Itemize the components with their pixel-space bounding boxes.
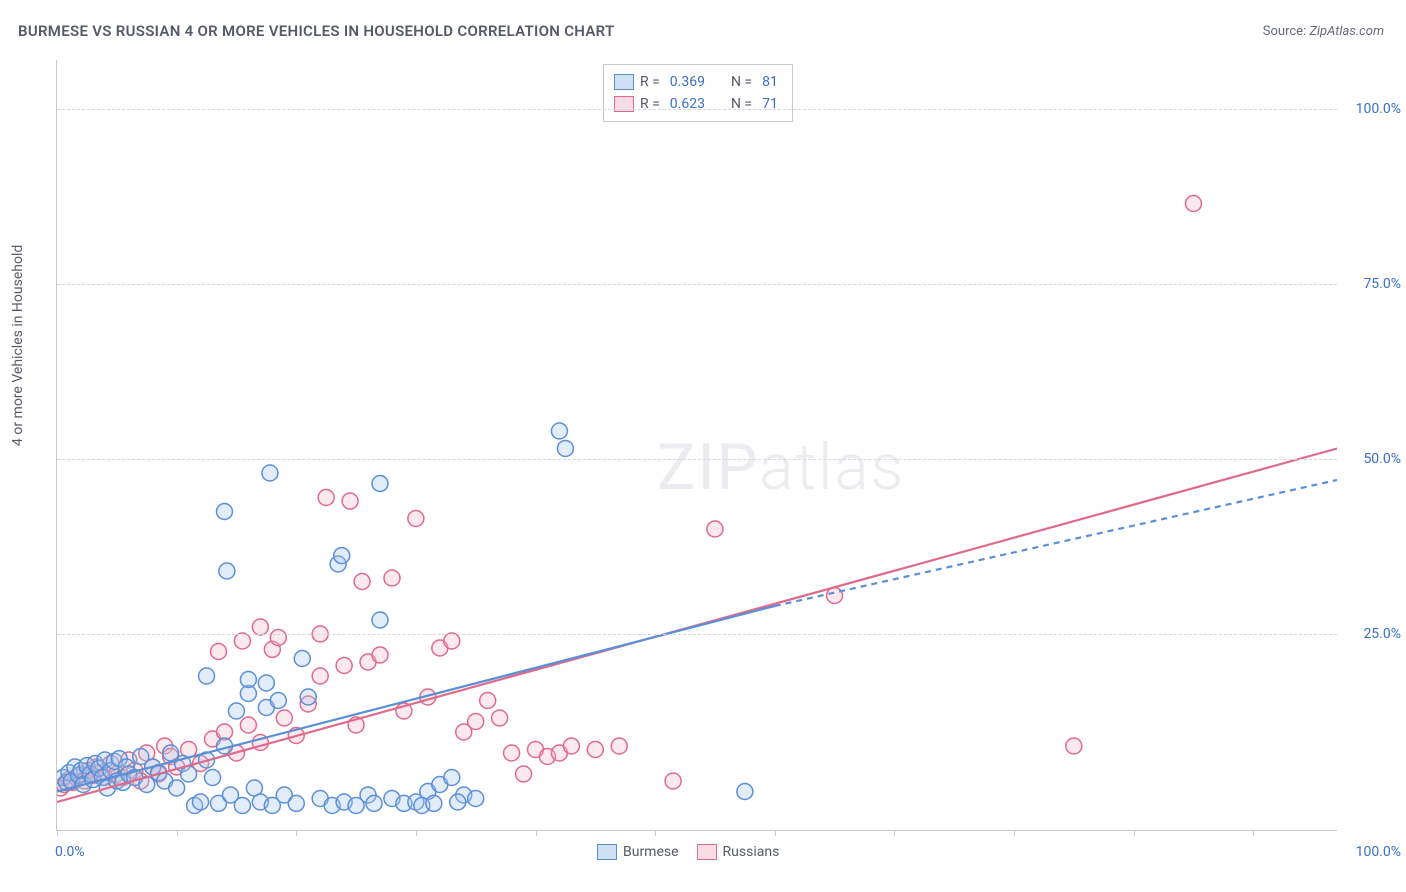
legend-label-russians: Russians [723,844,780,860]
gridline [57,459,1337,460]
source-credit: Source: ZipAtlas.com [1263,24,1384,39]
watermark-bold: ZIP [657,430,759,505]
stats-legend-row-russians: R = 0.623 N = 71 [614,93,782,115]
legend-item-burmese: Burmese [597,844,679,860]
x-tick [296,830,297,836]
y-axis-label: 4 or more Vehicles in Household [10,245,26,446]
swatch-russians [697,844,717,860]
chart-title: BURMESE VS RUSSIAN 4 OR MORE VEHICLES IN… [18,22,615,40]
x-tick [1134,830,1135,836]
legend-item-russians: Russians [697,844,780,860]
stat-r-burmese: 0.369 [670,74,705,90]
x-tick [775,830,776,836]
chart-plot-area: ZIPatlas R = 0.369 N = 81 R = 0.623 N = … [56,60,1337,831]
swatch-burmese [614,74,634,90]
y-tick-label: 75.0% [1341,276,1401,292]
stat-r-label: R = [640,74,660,90]
x-tick [1253,830,1254,836]
gridlines-layer [57,60,1337,830]
x-tick-label-first: 0.0% [55,844,85,860]
x-tick [894,830,895,836]
x-tick [1014,830,1015,836]
series-legend: Burmese Russians [597,844,779,860]
source-site: ZipAtlas.com [1309,24,1384,39]
y-tick-label: 25.0% [1341,626,1401,642]
legend-label-burmese: Burmese [623,844,679,860]
stats-legend-row-burmese: R = 0.369 N = 81 [614,71,782,93]
scatter-layer [57,60,1337,830]
x-tick [416,830,417,836]
stat-n-burmese: 81 [762,74,778,90]
x-tick [177,830,178,836]
x-tick [536,830,537,836]
swatch-burmese [597,844,617,860]
y-tick-label: 100.0% [1341,101,1401,117]
gridline [57,284,1337,285]
x-tick [57,830,58,836]
stats-legend: R = 0.369 N = 81 R = 0.623 N = 71 [603,64,793,122]
gridline [57,109,1337,110]
x-tick [655,830,656,836]
y-tick-label: 50.0% [1341,451,1401,467]
gridline [57,634,1337,635]
watermark: ZIPatlas [657,430,905,505]
watermark-thin: atlas [759,430,905,505]
stat-n-label: N = [731,74,752,90]
trendlines-layer [57,60,1337,830]
x-tick-label-last: 100.0% [1356,844,1401,860]
source-prefix: Source: [1263,24,1310,39]
